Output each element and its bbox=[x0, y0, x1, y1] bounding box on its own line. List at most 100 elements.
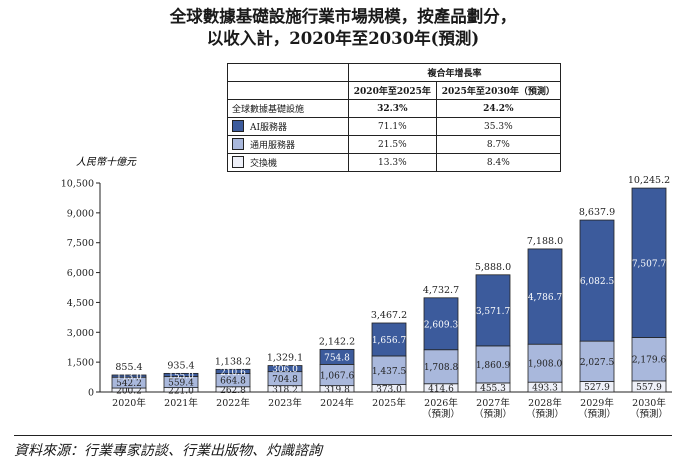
bar-segment bbox=[423, 297, 459, 351]
cagr-value: 8.4% bbox=[435, 153, 562, 172]
segment-value-label: 455.3 bbox=[480, 384, 506, 394]
segment-value-label: 1,437.5 bbox=[372, 367, 407, 377]
segment-value-label: 113.0 bbox=[116, 373, 142, 383]
total-value-label: 1,329.1 bbox=[267, 353, 303, 364]
x-category-label: （預測） bbox=[630, 408, 668, 420]
cagr-row-switch: 交換機 13.3% 8.4% bbox=[227, 153, 562, 172]
total-value-label: 10,245.2 bbox=[628, 175, 670, 186]
x-category-label: 2030年 bbox=[632, 397, 666, 409]
segment-value-label: 542.2 bbox=[116, 379, 142, 389]
total-value-label: 8,637.9 bbox=[579, 207, 615, 218]
x-category-label: 2026年 bbox=[424, 397, 458, 409]
total-value-label: 2,142.2 bbox=[319, 336, 355, 347]
x-category-label: （預測） bbox=[474, 408, 512, 420]
bar-segment bbox=[423, 349, 459, 385]
bar-segment bbox=[215, 368, 251, 374]
cagr-row-general-server: 通用服務器 21.5% 8.7% bbox=[227, 135, 562, 154]
bar-segment bbox=[475, 345, 511, 384]
cagr-row-label: 交換機 bbox=[250, 159, 278, 169]
segment-value-label: 704.8 bbox=[272, 375, 298, 385]
bar-segment bbox=[163, 372, 199, 377]
legend-swatch-ai-server bbox=[232, 120, 244, 132]
bar-segment bbox=[579, 219, 615, 342]
y-tick-label: 1,500 bbox=[67, 358, 94, 369]
segment-value-label: 318.2 bbox=[272, 385, 298, 395]
segment-value-label: 319.8 bbox=[324, 385, 350, 395]
x-category-label: 2020年 bbox=[112, 397, 146, 409]
cagr-header-row: 複合年增長率 bbox=[227, 63, 561, 82]
segment-value-label: 262.8 bbox=[220, 386, 246, 396]
x-category-label: 2024年 bbox=[320, 397, 354, 409]
cagr-legend-table: 複合年增長率 2020年至2025年 2025年至2030年（預測） 全球數據基… bbox=[227, 63, 562, 172]
segment-value-label: 559.4 bbox=[168, 379, 194, 389]
source-note: 資料來源：行業專家訪談、行業出版物、灼識諮詢 bbox=[14, 443, 322, 459]
x-category-label: 2028年 bbox=[528, 397, 562, 409]
segment-value-label: 221.0 bbox=[168, 386, 194, 396]
segment-value-label: 4,786.7 bbox=[528, 293, 563, 303]
cagr-row-label: AI服務器 bbox=[250, 123, 288, 133]
segment-value-label: 2,179.6 bbox=[632, 356, 667, 366]
segment-value-label: 306.0 bbox=[272, 365, 298, 375]
total-value-label: 3,467.2 bbox=[371, 310, 407, 321]
y-tick-label: 0 bbox=[88, 388, 94, 399]
segment-value-label: 414.6 bbox=[428, 384, 454, 394]
x-category-label: （預測） bbox=[422, 408, 460, 420]
cagr-row-total: 全球數據基礎設施 32.3% 24.2% bbox=[227, 99, 562, 118]
chart-title-line1: 全球數據基礎設施行業市場規模，按產品劃分， bbox=[169, 7, 517, 26]
segment-value-label: 210.6 bbox=[220, 368, 246, 378]
chart-title-line2: 以收入計，2020年至2030年(預測) bbox=[206, 29, 480, 48]
segment-value-label: 7,507.7 bbox=[632, 259, 667, 269]
segment-value-label: 200.2 bbox=[116, 387, 142, 397]
segment-value-label: 1,708.8 bbox=[424, 363, 459, 373]
segment-value-label: 2,609.3 bbox=[424, 320, 459, 330]
bar-segment bbox=[475, 274, 511, 347]
x-category-label: 2023年 bbox=[268, 397, 302, 409]
total-value-label: 4,732.7 bbox=[423, 285, 459, 296]
x-category-label: 2025年 bbox=[372, 397, 406, 409]
y-tick-label: 3,000 bbox=[67, 328, 94, 339]
total-value-label: 935.4 bbox=[167, 360, 194, 371]
x-category-label: 2021年 bbox=[164, 397, 198, 409]
y-tick-label: 4,500 bbox=[67, 298, 94, 309]
y-axis-label: 人民幣十億元 bbox=[76, 156, 137, 168]
bar-segment bbox=[319, 348, 355, 365]
total-value-label: 1,138.2 bbox=[215, 356, 251, 367]
total-value-label: 5,888.0 bbox=[475, 262, 511, 273]
cagr-row-label: 通用服務器 bbox=[250, 141, 296, 151]
bar-segment bbox=[579, 340, 615, 382]
x-category-label: （預測） bbox=[526, 408, 564, 420]
segment-value-label: 3,571.7 bbox=[476, 307, 511, 317]
y-tick-label: 6,000 bbox=[67, 268, 94, 279]
segment-value-label: 2,027.5 bbox=[580, 358, 615, 368]
segment-value-label: 1,656.7 bbox=[372, 336, 407, 346]
y-tick-label: 9,000 bbox=[67, 208, 94, 219]
segment-value-label: 754.8 bbox=[324, 353, 350, 363]
total-value-label: 855.4 bbox=[115, 362, 142, 373]
segment-value-label: 557.9 bbox=[636, 383, 662, 393]
source-divider bbox=[14, 435, 672, 436]
bar-segment bbox=[527, 248, 563, 345]
legend-swatch-switch bbox=[232, 156, 244, 168]
segment-value-label: 493.3 bbox=[532, 384, 558, 394]
bar-segment bbox=[371, 322, 407, 357]
bar-segment bbox=[631, 337, 667, 382]
x-category-label: 2027年 bbox=[476, 397, 510, 409]
segment-value-label: 373.0 bbox=[376, 385, 402, 395]
y-tick-label: 7,500 bbox=[67, 238, 94, 249]
segment-value-label: 1,860.9 bbox=[476, 361, 511, 371]
x-category-label: 2029年 bbox=[580, 397, 614, 409]
bar-segment bbox=[111, 374, 147, 378]
bar-segment bbox=[527, 343, 563, 383]
total-value-label: 7,188.0 bbox=[527, 236, 563, 247]
segment-value-label: 1,908.0 bbox=[528, 360, 563, 370]
y-tick-label: 10,500 bbox=[61, 179, 94, 190]
segment-value-label: 664.8 bbox=[220, 377, 246, 387]
legend-swatch-general-server bbox=[232, 138, 244, 150]
cagr-value: 13.3% bbox=[348, 153, 437, 172]
x-category-label: 2022年 bbox=[216, 397, 250, 409]
x-category-label: （預測） bbox=[578, 408, 616, 420]
bar-segment bbox=[267, 365, 303, 373]
segment-value-label: 1,067.6 bbox=[320, 372, 355, 382]
